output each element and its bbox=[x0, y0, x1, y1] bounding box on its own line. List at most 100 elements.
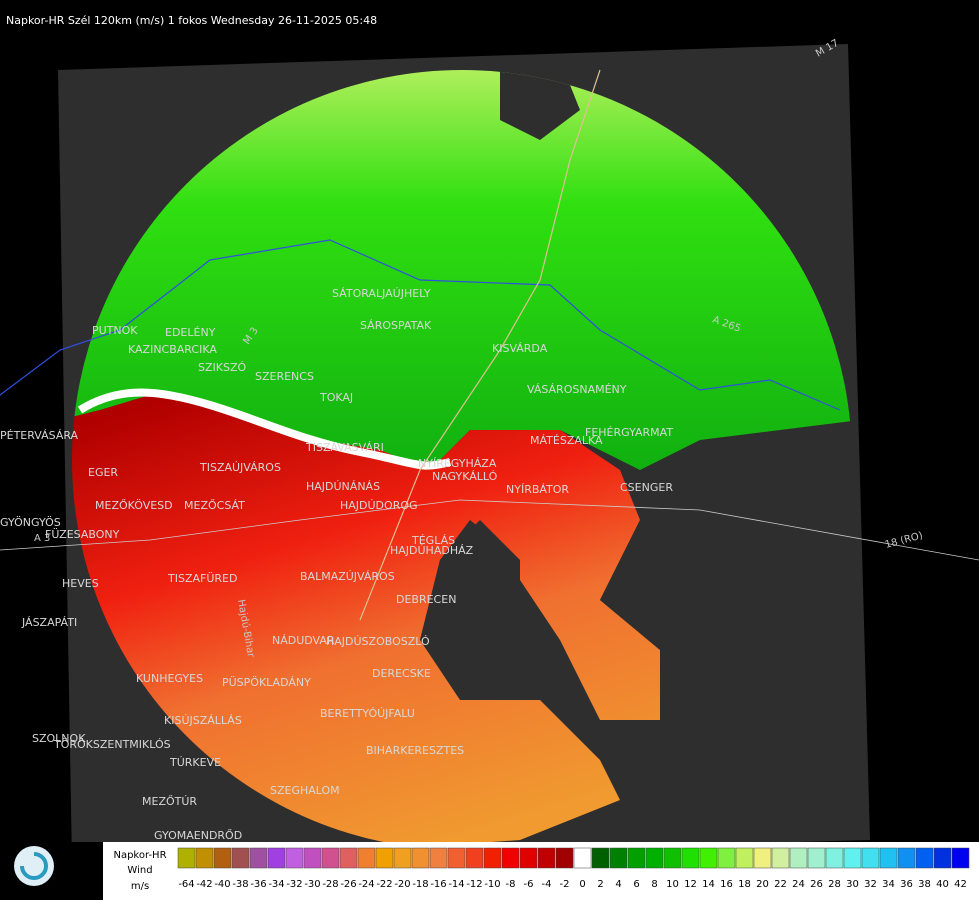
legend-value: 28 bbox=[828, 879, 841, 890]
place-label: SZOLNOK bbox=[32, 732, 86, 745]
legend-swatch bbox=[897, 847, 916, 869]
place-label: DERECSKE bbox=[372, 667, 431, 680]
legend-swatch bbox=[519, 847, 538, 869]
legend-value: 8 bbox=[651, 879, 657, 890]
legend-value: 32 bbox=[864, 879, 877, 890]
place-label: VÁSÁROSNAMÉNY bbox=[527, 383, 627, 396]
legend-value: 14 bbox=[702, 879, 715, 890]
legend-swatch bbox=[717, 847, 736, 869]
place-label: NYÍREGYHÁZA bbox=[418, 457, 497, 470]
place-label: KAZINCBARCIKA bbox=[128, 343, 217, 356]
place-label: BIHARKERESZTES bbox=[366, 744, 464, 757]
legend-value: -14 bbox=[448, 879, 464, 890]
legend-value: -34 bbox=[268, 879, 284, 890]
place-label: DEBRECEN bbox=[396, 593, 456, 606]
place-label: GYOMAENDRŐD bbox=[154, 828, 242, 842]
legend-value: 18 bbox=[738, 879, 751, 890]
legend-value: -42 bbox=[196, 879, 212, 890]
place-label: JÁSZAPÁTI bbox=[21, 616, 77, 629]
legend-title: Napkor-HR bbox=[113, 850, 166, 861]
legend-swatch bbox=[699, 847, 718, 869]
legend-swatch bbox=[411, 847, 430, 869]
legend-swatch bbox=[483, 847, 502, 869]
legend-value: 4 bbox=[615, 879, 621, 890]
legend-swatch bbox=[339, 847, 358, 869]
place-label: TOKAJ bbox=[319, 391, 353, 404]
place-label: SZEGHALOM bbox=[270, 784, 340, 797]
legend-swatch bbox=[393, 847, 412, 869]
place-label: PÜSPÖKLADÁNY bbox=[222, 676, 311, 689]
legend-swatch bbox=[843, 847, 862, 869]
legend-value: -12 bbox=[466, 879, 482, 890]
legend-swatch bbox=[609, 847, 628, 869]
legend-swatch bbox=[357, 847, 376, 869]
place-label: TISZAFÜRED bbox=[167, 572, 237, 585]
legend-swatch bbox=[771, 847, 790, 869]
legend-value: 34 bbox=[882, 879, 895, 890]
place-label: TISZAÚJVÁROS bbox=[199, 461, 281, 474]
place-label: NYÍRBÁTOR bbox=[506, 483, 569, 496]
legend-value: -26 bbox=[340, 879, 356, 890]
echo-positive bbox=[72, 70, 852, 470]
place-label: SZIKSZÓ bbox=[198, 361, 246, 374]
place-label: MEZŐTÚR bbox=[142, 794, 197, 808]
legend-swatch bbox=[933, 847, 952, 869]
legend-value: -36 bbox=[250, 879, 266, 890]
legend-value: 20 bbox=[756, 879, 769, 890]
place-label: CSENGER bbox=[620, 481, 673, 494]
legend-value: 22 bbox=[774, 879, 787, 890]
legend-value: -2 bbox=[560, 879, 570, 890]
legend-value: 16 bbox=[720, 879, 733, 890]
legend-value: -10 bbox=[484, 879, 500, 890]
legend-swatch bbox=[915, 847, 934, 869]
legend-swatch bbox=[231, 847, 250, 869]
legend-value: -16 bbox=[430, 879, 446, 890]
border bbox=[0, 239, 841, 411]
legend-value: 26 bbox=[810, 879, 823, 890]
legend-swatch bbox=[501, 847, 520, 869]
place-label: NÁDUDVAR bbox=[272, 634, 335, 647]
legend: Napkor-HR Wind m/s -64 -42 -40 -38 -36 -34 -32… bbox=[0, 842, 979, 900]
legend-subtitle: Wind bbox=[127, 865, 152, 876]
place-label: FEHÉRGYARMAT bbox=[585, 426, 673, 439]
place-label: BERETTYÓÚJFALU bbox=[320, 707, 415, 720]
place-label: HEVES bbox=[62, 577, 99, 590]
place-label: TÉGLÁS bbox=[411, 534, 455, 547]
legend-swatch bbox=[447, 847, 466, 869]
legend-value: 10 bbox=[666, 879, 679, 890]
legend-swatch bbox=[627, 847, 646, 869]
place-label: TÚRKEVE bbox=[169, 756, 221, 769]
place-label: HAJDÚDOROG bbox=[340, 499, 418, 512]
legend-swatch bbox=[663, 847, 682, 869]
border bbox=[359, 69, 601, 621]
legend-value: 40 bbox=[936, 879, 949, 890]
legend-value: -8 bbox=[506, 879, 516, 890]
place-label: TÖRÖKSZENTMIKLÓS bbox=[53, 738, 171, 751]
legend-value: -18 bbox=[412, 879, 428, 890]
echo-negative bbox=[72, 395, 660, 850]
legend-value: -64 bbox=[178, 879, 194, 890]
legend-swatch bbox=[879, 847, 898, 869]
place-label: BALMAZÚJVÁROS bbox=[300, 570, 395, 583]
place-label: SÁROSPATAK bbox=[360, 319, 432, 332]
legend-swatch bbox=[465, 847, 484, 869]
zero-line bbox=[77, 388, 452, 470]
place-label: HAJDÚSZOBOSZLÓ bbox=[326, 635, 430, 648]
road bbox=[0, 499, 979, 561]
legend-value: 12 bbox=[684, 879, 697, 890]
legend-swatch bbox=[303, 847, 322, 869]
legend-swatch bbox=[807, 847, 826, 869]
legend-swatch bbox=[375, 847, 394, 869]
place-label: PÉTERVÁSÁRA bbox=[0, 429, 79, 442]
legend-swatch bbox=[429, 847, 448, 869]
legend-value: 36 bbox=[900, 879, 913, 890]
legend-value: -32 bbox=[286, 879, 302, 890]
legend-swatch bbox=[537, 847, 556, 869]
place-label: MEZŐCSÁT bbox=[184, 498, 245, 512]
place-label: SZERENCS bbox=[255, 370, 314, 383]
places: PUTNOK EDELÉNY KAZINCBARCIKA SZIKSZÓ SZERENC… bbox=[0, 38, 924, 842]
legend-value: -20 bbox=[394, 879, 410, 890]
place-label: KUNHEGYES bbox=[136, 672, 203, 685]
